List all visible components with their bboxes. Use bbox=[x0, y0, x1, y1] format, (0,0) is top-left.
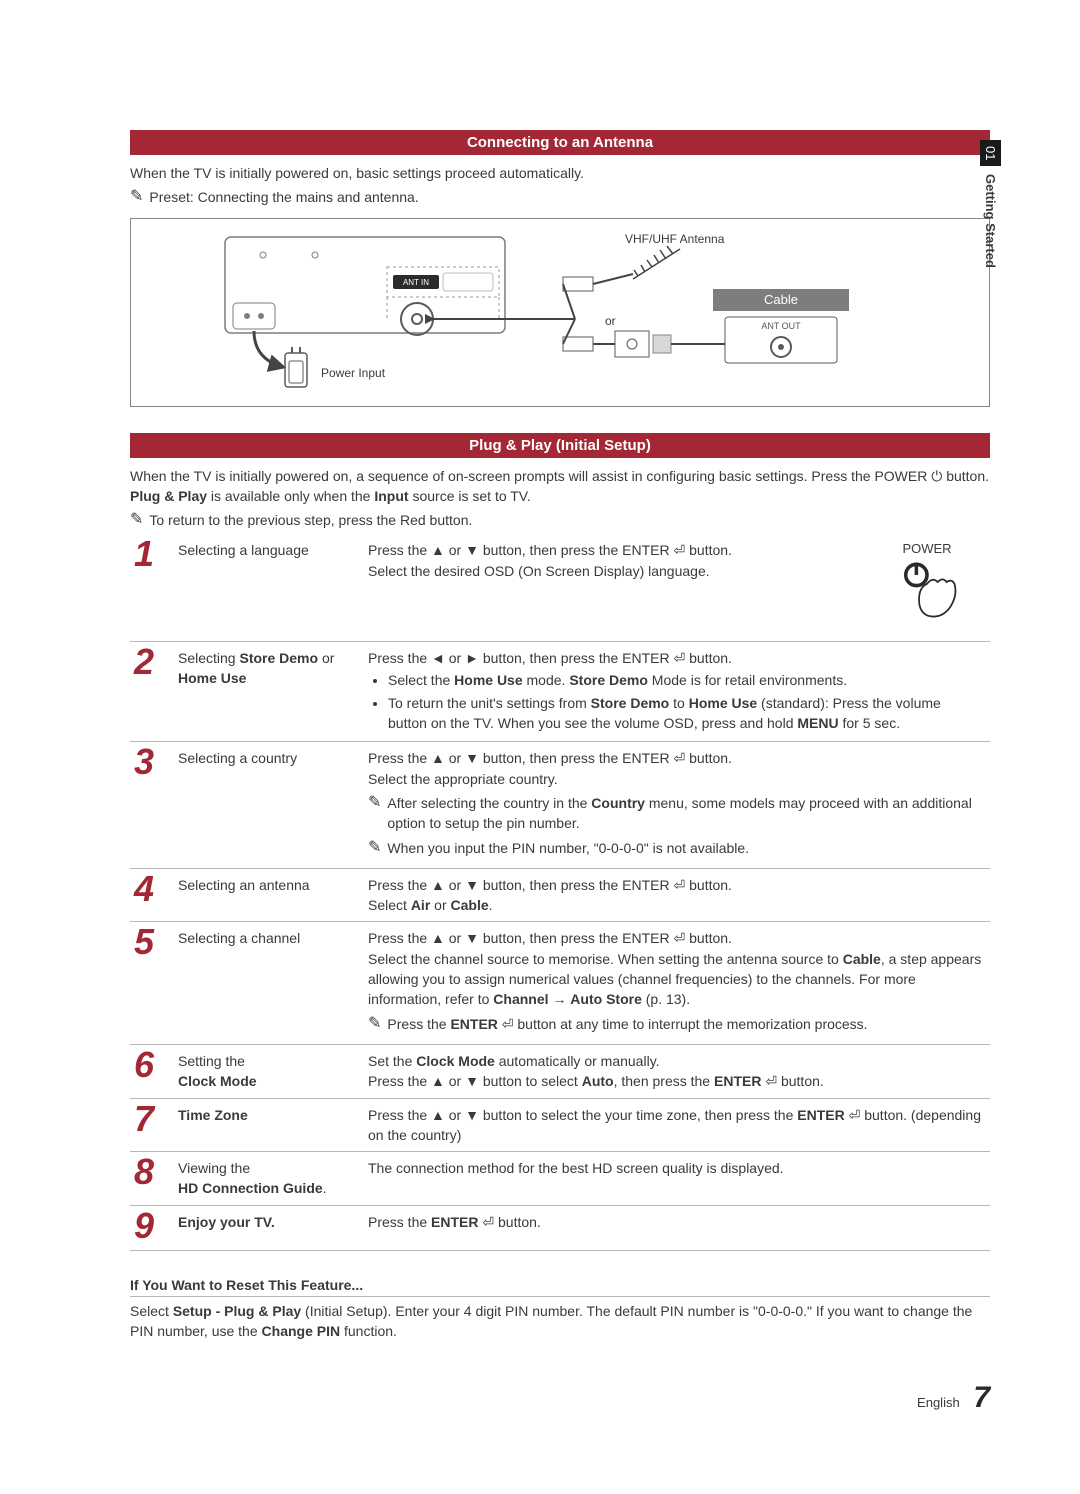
power-hand-illustration: POWER bbox=[872, 540, 982, 627]
footer-lang: English bbox=[917, 1395, 960, 1410]
power-icon: ⏻ bbox=[931, 468, 942, 484]
step-desc: POWER Press the ▲ or ▼ button, then pres… bbox=[364, 534, 990, 641]
plugplay-note: ✎ To return to the previous step, press … bbox=[130, 510, 990, 530]
step-desc: The connection method for the best HD sc… bbox=[364, 1152, 990, 1206]
step-number: 3 bbox=[130, 742, 174, 868]
step-desc: Press the ▲ or ▼ button to select the yo… bbox=[364, 1098, 990, 1152]
step-desc: Set the Clock Mode automatically or manu… bbox=[364, 1044, 990, 1098]
plugplay-note-text: To return to the previous step, press th… bbox=[149, 510, 472, 530]
step-title: Setting the Clock Mode bbox=[174, 1044, 364, 1098]
step-number: 2 bbox=[130, 642, 174, 742]
step-title: Viewing the HD Connection Guide. bbox=[174, 1152, 364, 1206]
power-input-label: Power Input bbox=[321, 366, 386, 380]
ant-in-label: ANT IN bbox=[403, 278, 429, 287]
step-title: Selecting a language bbox=[174, 534, 364, 641]
vhf-label: VHF/UHF Antenna bbox=[625, 232, 725, 246]
reset-heading: If You Want to Reset This Feature... bbox=[130, 1277, 990, 1297]
table-row: 4 Selecting an antenna Press the ▲ or ▼ … bbox=[130, 868, 990, 922]
step-number: 4 bbox=[130, 868, 174, 922]
table-row: 1 Selecting a language POWER Press the ▲… bbox=[130, 534, 990, 641]
or-label: or bbox=[605, 314, 616, 328]
step-number: 9 bbox=[130, 1205, 174, 1250]
section-heading-plugplay: Plug & Play (Initial Setup) bbox=[130, 433, 990, 458]
note-icon: ✎ bbox=[368, 838, 381, 857]
note-icon: ✎ bbox=[130, 187, 143, 206]
step-desc: Press the ◄ or ► button, then press the … bbox=[364, 642, 990, 742]
chapter-tab: 01 Getting Started bbox=[980, 140, 1004, 268]
step-title: Selecting a channel bbox=[174, 922, 364, 1044]
ant-out-label: ANT OUT bbox=[761, 321, 801, 331]
note-icon: ✎ bbox=[368, 793, 381, 812]
section-heading-antenna: Connecting to an Antenna bbox=[130, 130, 990, 155]
power-label: POWER bbox=[872, 540, 982, 559]
table-row: 9 Enjoy your TV. Press the ENTER ⏎ butto… bbox=[130, 1205, 990, 1250]
step-desc: Press the ▲ or ▼ button, then press the … bbox=[364, 922, 990, 1044]
step-title: Selecting Store Demo or Home Use bbox=[174, 642, 364, 742]
cable-label: Cable bbox=[764, 292, 798, 307]
step-number: 6 bbox=[130, 1044, 174, 1098]
table-row: 5 Selecting a channel Press the ▲ or ▼ b… bbox=[130, 922, 990, 1044]
step-title: Selecting an antenna bbox=[174, 868, 364, 922]
step-number: 5 bbox=[130, 922, 174, 1044]
table-row: 7 Time Zone Press the ▲ or ▼ button to s… bbox=[130, 1098, 990, 1152]
step-title: Time Zone bbox=[174, 1098, 364, 1152]
table-row: 2 Selecting Store Demo or Home Use Press… bbox=[130, 642, 990, 742]
step-title: Enjoy your TV. bbox=[174, 1205, 364, 1250]
step-title: Selecting a country bbox=[174, 742, 364, 868]
reset-body: Select Setup - Plug & Play (Initial Setu… bbox=[130, 1301, 990, 1342]
chapter-label: Getting Started bbox=[980, 166, 1001, 268]
antenna-intro: When the TV is initially powered on, bas… bbox=[130, 163, 990, 183]
step-desc: Press the ENTER ⏎ button. bbox=[364, 1205, 990, 1250]
plugplay-intro: When the TV is initially powered on, a s… bbox=[130, 466, 990, 507]
antenna-note-text: Preset: Connecting the mains and antenna… bbox=[149, 187, 418, 207]
table-row: 6 Setting the Clock Mode Set the Clock M… bbox=[130, 1044, 990, 1098]
page: 01 Getting Started Connecting to an Ante… bbox=[0, 0, 1080, 1475]
antenna-note: ✎ Preset: Connecting the mains and anten… bbox=[130, 187, 990, 207]
step-number: 1 bbox=[130, 534, 174, 641]
note-icon: ✎ bbox=[368, 1014, 381, 1033]
page-footer: English 7 bbox=[130, 1381, 990, 1415]
page-number: 7 bbox=[973, 1381, 990, 1414]
step-number: 8 bbox=[130, 1152, 174, 1206]
chapter-number: 01 bbox=[980, 140, 1001, 166]
table-row: 8 Viewing the HD Connection Guide. The c… bbox=[130, 1152, 990, 1206]
step-desc: Press the ▲ or ▼ button, then press the … bbox=[364, 868, 990, 922]
step-desc: Press the ▲ or ▼ button, then press the … bbox=[364, 742, 990, 868]
antenna-diagram: ANT IN bbox=[130, 218, 990, 407]
note-icon: ✎ bbox=[130, 510, 143, 529]
table-row: 3 Selecting a country Press the ▲ or ▼ b… bbox=[130, 742, 990, 868]
steps-table: 1 Selecting a language POWER Press the ▲… bbox=[130, 534, 990, 1250]
step-number: 7 bbox=[130, 1098, 174, 1152]
